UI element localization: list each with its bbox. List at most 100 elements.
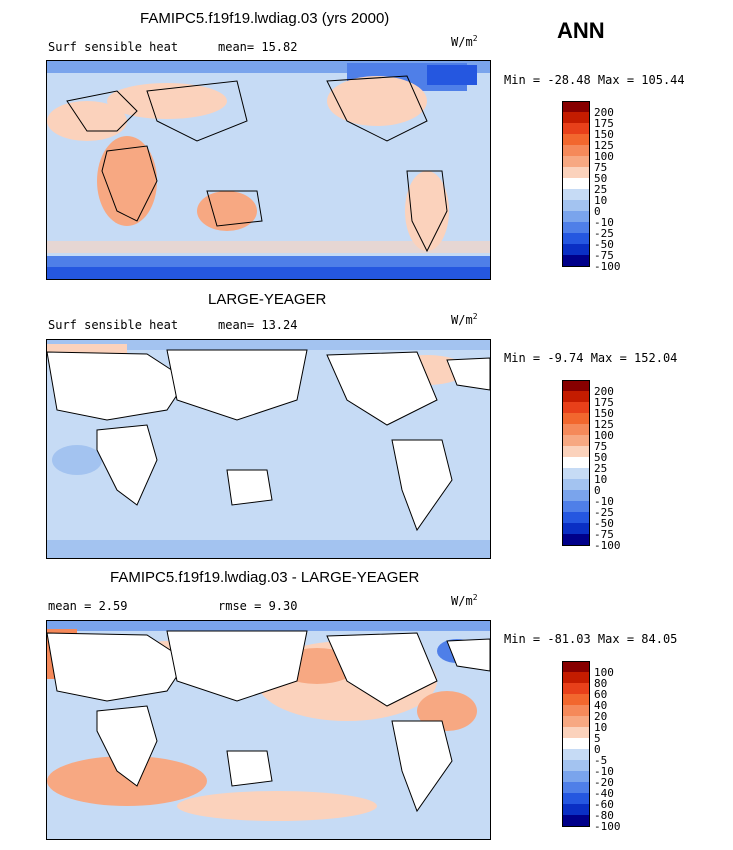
panel-3-map-svg xyxy=(47,621,490,839)
colorbar-swatch xyxy=(562,672,590,683)
colorbar-label: 100 xyxy=(594,150,614,163)
colorbar-label: 125 xyxy=(594,418,614,431)
colorbar-label: -10 xyxy=(594,765,614,778)
colorbar-label: 80 xyxy=(594,677,608,690)
colorbar-swatch xyxy=(562,727,590,738)
panel-1-units: W/m2 xyxy=(451,34,478,49)
colorbar-label: -10 xyxy=(594,216,614,229)
colorbar-label: 0 xyxy=(594,205,601,218)
colorbar-swatch xyxy=(562,457,590,468)
colorbar-label: 10 xyxy=(594,194,608,207)
colorbar-swatch xyxy=(562,134,590,145)
panel-1-minmax: Min = -28.48 Max = 105.44 xyxy=(504,73,685,87)
colorbar-swatch xyxy=(562,804,590,815)
colorbar-label: 150 xyxy=(594,407,614,420)
colorbar-swatch xyxy=(562,793,590,804)
panel-3-map xyxy=(46,620,491,840)
panel-3-units: W/m2 xyxy=(451,593,478,608)
colorbar-swatch xyxy=(562,468,590,479)
panel-1-field-label: Surf sensible heat xyxy=(48,40,179,54)
colorbar-swatch xyxy=(562,523,590,534)
colorbar-label: -50 xyxy=(594,517,614,530)
colorbar-label: 60 xyxy=(594,688,608,701)
colorbar-label: 20 xyxy=(594,710,608,723)
colorbar-swatch xyxy=(562,211,590,222)
colorbar-swatch xyxy=(562,178,590,189)
colorbar-label: 25 xyxy=(594,462,608,475)
panel-1-map-svg xyxy=(47,61,490,279)
colorbar-swatch xyxy=(562,413,590,424)
colorbar-label: 0 xyxy=(594,484,601,497)
panel-1-map xyxy=(46,60,491,280)
colorbar-label: -5 xyxy=(594,754,608,767)
colorbar-label: -100 xyxy=(594,539,621,552)
colorbar-label: 100 xyxy=(594,666,614,679)
colorbar-swatch xyxy=(562,512,590,523)
colorbar-label: 200 xyxy=(594,385,614,398)
panel-3-title: FAMIPC5.f19f19.lwdiag.03 - LARGE-YEAGER xyxy=(110,569,420,586)
colorbar-swatch xyxy=(562,534,590,546)
colorbar-label: 75 xyxy=(594,440,608,453)
colorbar-swatch xyxy=(562,749,590,760)
colorbar-label: -100 xyxy=(594,260,621,273)
colorbar-label: 150 xyxy=(594,128,614,141)
colorbar-swatch xyxy=(562,479,590,490)
panel-3-mean: mean = 2.59 xyxy=(48,599,128,613)
colorbar-swatch xyxy=(562,424,590,435)
colorbar-swatch xyxy=(562,446,590,457)
colorbar-swatch xyxy=(562,435,590,446)
colorbar-swatch xyxy=(562,694,590,705)
colorbar-label: -25 xyxy=(594,227,614,240)
colorbar-swatch xyxy=(562,156,590,167)
colorbar-swatch xyxy=(562,200,590,211)
colorbar-swatch xyxy=(562,233,590,244)
colorbar-label: 125 xyxy=(594,139,614,152)
colorbar-swatch xyxy=(562,683,590,694)
colorbar-label: 50 xyxy=(594,451,608,464)
panel-2-mean: mean= 13.24 xyxy=(218,318,298,332)
colorbar-label: 25 xyxy=(594,183,608,196)
colorbar-label: -60 xyxy=(594,798,614,811)
panel-3-minmax: Min = -81.03 Max = 84.05 xyxy=(504,632,678,646)
colorbar-swatch xyxy=(562,112,590,123)
colorbar-swatch xyxy=(562,189,590,200)
colorbar-swatch xyxy=(562,101,590,113)
colorbar-swatch xyxy=(562,380,590,392)
colorbar-label: 200 xyxy=(594,106,614,119)
colorbar-swatch xyxy=(562,771,590,782)
colorbar-swatch xyxy=(562,716,590,727)
colorbar-label: -100 xyxy=(594,820,621,833)
colorbar-label: -40 xyxy=(594,787,614,800)
colorbar-label: 75 xyxy=(594,161,608,174)
colorbar-swatch xyxy=(562,705,590,716)
colorbar-label: -10 xyxy=(594,495,614,508)
colorbar-label: -50 xyxy=(594,238,614,251)
colorbar-swatch xyxy=(562,222,590,233)
colorbar-label: -25 xyxy=(594,506,614,519)
colorbar-swatch xyxy=(562,815,590,827)
panel-1-mean: mean= 15.82 xyxy=(218,40,298,54)
colorbar-label: 5 xyxy=(594,732,601,745)
colorbar-swatch xyxy=(562,402,590,413)
panel-2-map xyxy=(46,339,491,559)
colorbar-label: 175 xyxy=(594,117,614,130)
colorbar-label: 50 xyxy=(594,172,608,185)
colorbar-swatch xyxy=(562,255,590,267)
colorbar-label: 175 xyxy=(594,396,614,409)
colorbar-swatch xyxy=(562,123,590,134)
panel-2-map-svg xyxy=(47,340,490,558)
colorbar-swatch xyxy=(562,391,590,402)
colorbar-label: -80 xyxy=(594,809,614,822)
colorbar-swatch xyxy=(562,782,590,793)
colorbar-swatch xyxy=(562,490,590,501)
colorbar-label: -75 xyxy=(594,528,614,541)
colorbar-label: 10 xyxy=(594,721,608,734)
colorbar-label: 100 xyxy=(594,429,614,442)
season-label: ANN xyxy=(557,18,605,43)
colorbar-swatch xyxy=(562,501,590,512)
colorbar-swatch xyxy=(562,167,590,178)
colorbar-swatch xyxy=(562,760,590,771)
colorbar-label: 10 xyxy=(594,473,608,486)
colorbar-swatch xyxy=(562,661,590,673)
colorbar-label: 40 xyxy=(594,699,608,712)
